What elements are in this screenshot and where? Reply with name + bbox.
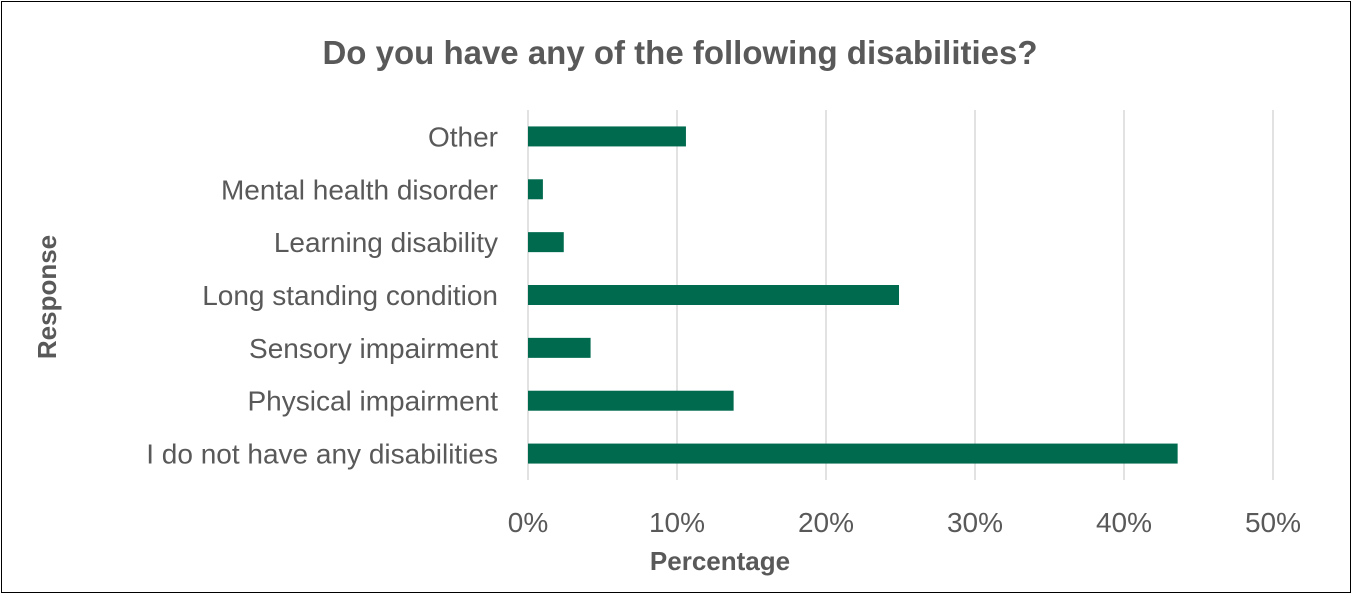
x-tick-label: 0% (508, 507, 548, 538)
bar (528, 390, 734, 411)
category-labels: I do not have any disabilities Physical i… (146, 121, 498, 469)
category-label: Mental health disorder (221, 174, 498, 205)
bar (528, 126, 686, 147)
bar (528, 285, 900, 305)
x-tick-label: 30% (947, 507, 1003, 538)
x-tick-label: 10% (649, 507, 705, 538)
category-label: Sensory impairment (249, 333, 498, 364)
x-tick-label: 20% (798, 507, 854, 538)
x-tick-labels: 0% 10% 20% 30% 40% 50% (508, 507, 1301, 538)
y-axis-title: Response (32, 235, 62, 359)
category-label: Other (428, 121, 498, 152)
category-label: Physical impairment (247, 386, 498, 417)
category-label: Learning disability (274, 227, 498, 258)
x-tick-label: 50% (1245, 507, 1301, 538)
gridlines (527, 110, 1274, 480)
x-axis-title: Percentage (650, 546, 790, 576)
bars (528, 126, 1178, 464)
bar (528, 443, 1178, 464)
category-label: Long standing condition (202, 280, 498, 311)
category-label: I do not have any disabilities (146, 439, 498, 470)
bar (528, 179, 543, 200)
x-tick-label: 40% (1096, 507, 1152, 538)
bar (528, 337, 591, 358)
chart-title: Do you have any of the following disabil… (322, 34, 1037, 71)
bar (528, 232, 564, 253)
